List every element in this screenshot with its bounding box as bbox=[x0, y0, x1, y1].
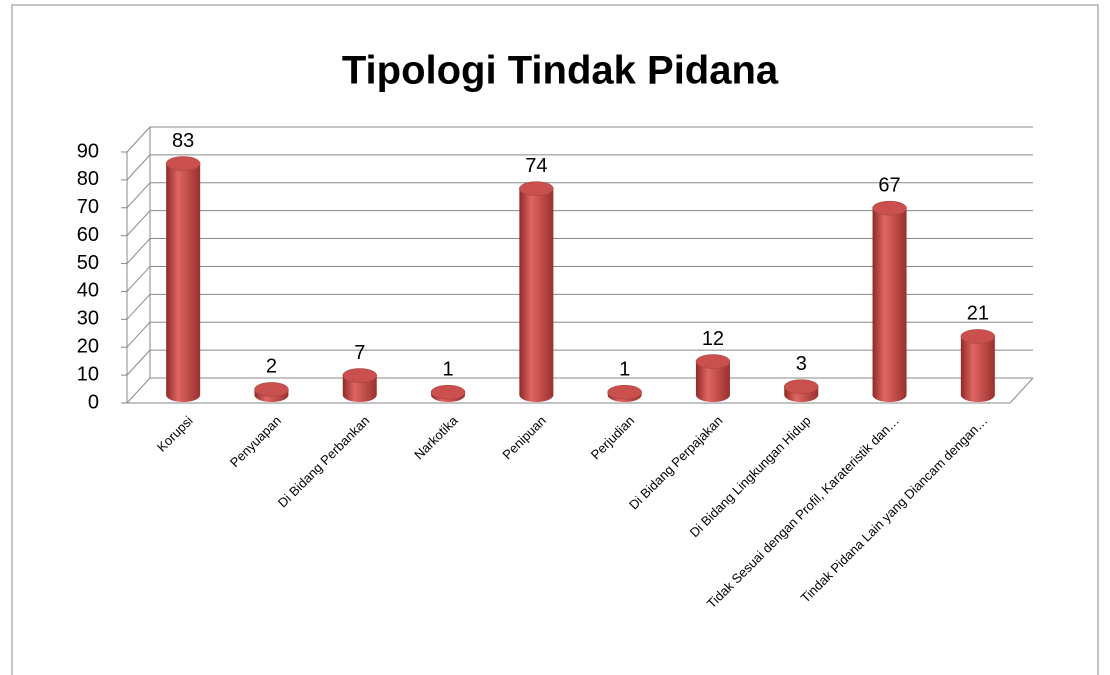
value-label: 3 bbox=[796, 353, 807, 375]
grid-line bbox=[126, 377, 151, 404]
bar-top bbox=[342, 368, 377, 383]
value-label: 7 bbox=[354, 342, 365, 364]
bar bbox=[342, 375, 377, 402]
bar bbox=[872, 208, 907, 402]
bar bbox=[519, 188, 554, 402]
bar-top bbox=[254, 382, 289, 397]
value-label: 21 bbox=[967, 303, 989, 325]
bar bbox=[607, 392, 642, 402]
bar-top bbox=[784, 379, 819, 394]
bar bbox=[784, 386, 819, 402]
value-label: 67 bbox=[878, 174, 900, 196]
y-tick-label: 10 bbox=[77, 363, 99, 385]
grid-line bbox=[126, 321, 151, 348]
value-label: 1 bbox=[442, 358, 453, 380]
value-label: 74 bbox=[525, 155, 547, 177]
bar-top bbox=[695, 354, 731, 369]
grid-line bbox=[126, 210, 151, 237]
bar bbox=[695, 361, 730, 402]
grid-line bbox=[126, 182, 151, 209]
y-tick-label: 20 bbox=[77, 336, 99, 358]
value-label: 12 bbox=[702, 328, 724, 350]
y-tick-label: 80 bbox=[77, 168, 99, 190]
bar bbox=[960, 336, 995, 402]
y-tick-label: 30 bbox=[77, 308, 99, 330]
y-tick-label: 40 bbox=[77, 280, 99, 302]
y-tick-label: 50 bbox=[77, 252, 99, 274]
bar bbox=[254, 389, 289, 402]
bar-top bbox=[872, 200, 907, 216]
y-tick-label: 70 bbox=[77, 196, 99, 218]
bar-top bbox=[960, 329, 996, 344]
y-tick-label: 0 bbox=[88, 391, 99, 413]
bar-top bbox=[607, 384, 642, 400]
value-label: 1 bbox=[619, 358, 630, 380]
grid-line bbox=[126, 154, 151, 181]
grid-line bbox=[126, 266, 151, 292]
bar-top bbox=[165, 156, 201, 171]
bar-top bbox=[430, 384, 466, 400]
bar-top bbox=[519, 181, 554, 196]
bar bbox=[166, 163, 201, 402]
y-tick-label: 90 bbox=[77, 140, 99, 162]
axis bbox=[1009, 377, 1034, 404]
grid-line bbox=[126, 126, 151, 153]
grid-line bbox=[126, 238, 151, 264]
y-tick-label: 60 bbox=[77, 224, 99, 246]
value-label: 83 bbox=[172, 130, 194, 152]
grid-line bbox=[126, 349, 151, 376]
value-label: 2 bbox=[266, 356, 277, 378]
chart-title: Tipologi Tindak Pidana bbox=[342, 49, 779, 93]
bar bbox=[431, 392, 466, 402]
grid-line bbox=[126, 293, 151, 320]
